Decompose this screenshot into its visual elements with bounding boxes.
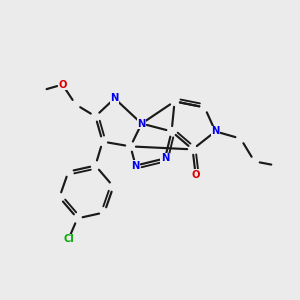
Text: N: N [161, 153, 169, 164]
Text: N: N [211, 126, 220, 136]
Text: O: O [191, 169, 200, 180]
Text: O: O [58, 80, 67, 90]
Text: Cl: Cl [63, 234, 74, 244]
Text: N: N [137, 118, 146, 129]
Text: N: N [110, 93, 119, 103]
Text: N: N [131, 160, 140, 171]
